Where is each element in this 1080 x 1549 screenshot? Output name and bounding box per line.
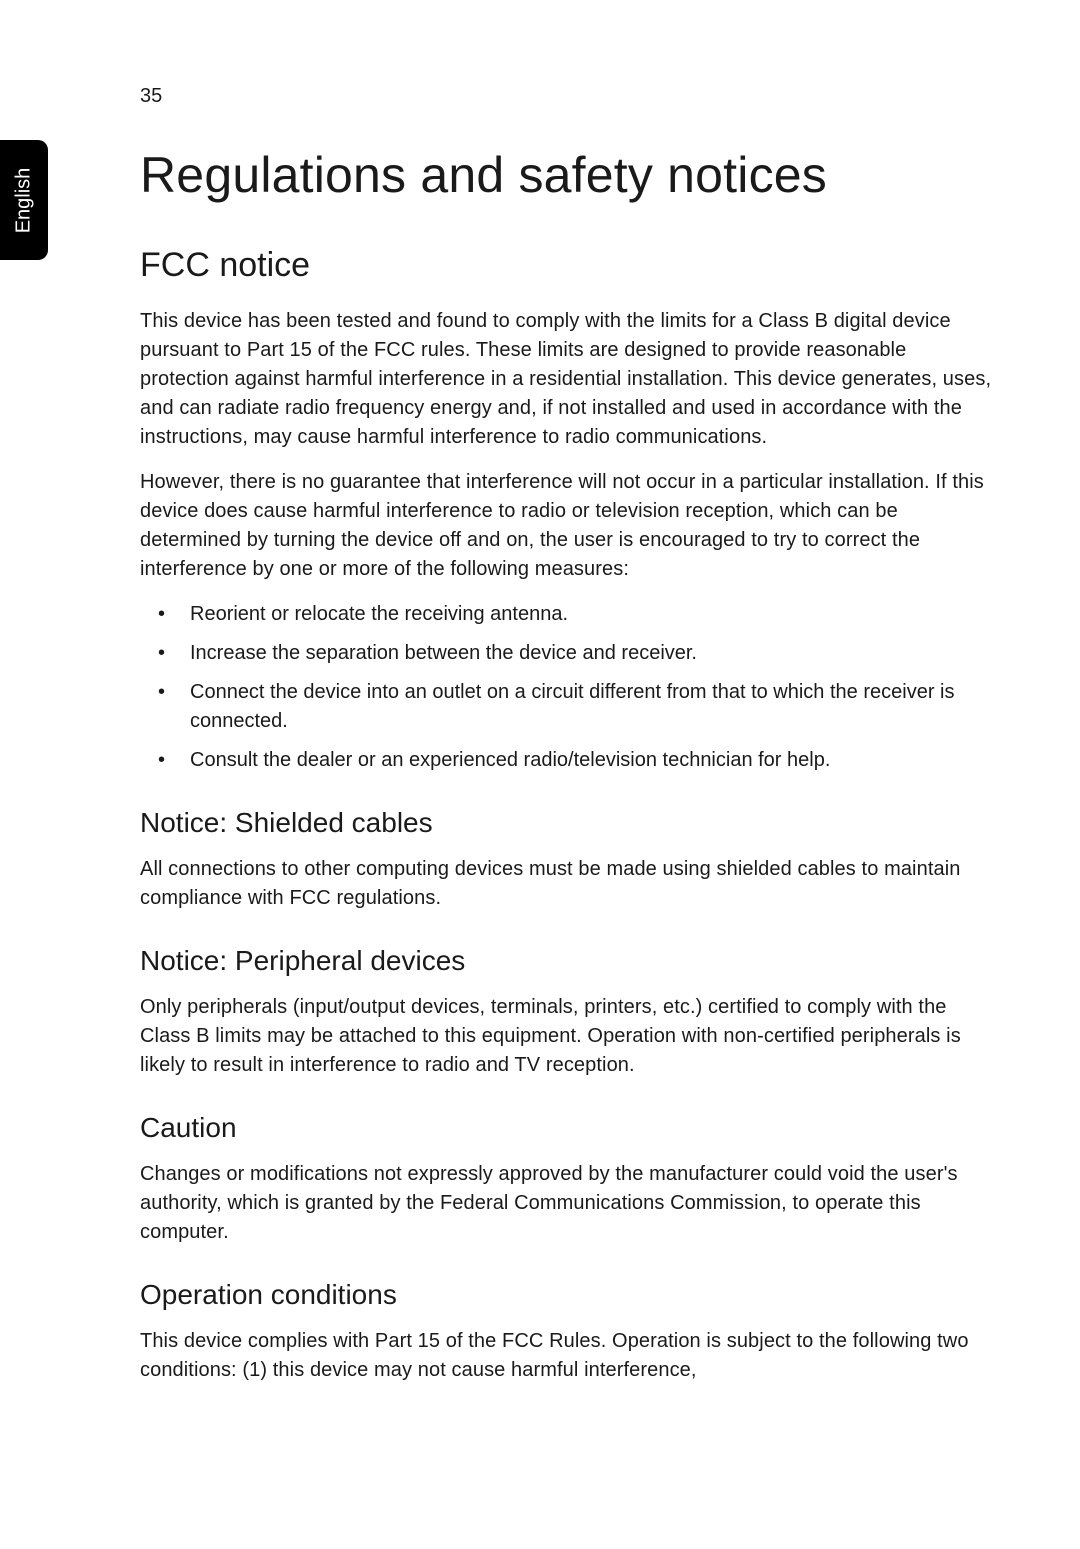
caution-heading: Caution [140,1112,1000,1144]
shielded-para: All connections to other computing devic… [140,855,1000,913]
page-number: 35 [140,85,1000,108]
fcc-para2: However, there is no guarantee that inte… [140,468,1000,584]
language-tab: English [0,140,48,260]
list-item: Increase the separation between the devi… [140,639,1000,668]
peripheral-heading: Notice: Peripheral devices [140,945,1000,977]
operation-heading: Operation conditions [140,1279,1000,1311]
fcc-bullet-list: Reorient or relocate the receiving anten… [140,600,1000,775]
caution-para: Changes or modifications not expressly a… [140,1160,1000,1247]
shielded-heading: Notice: Shielded cables [140,807,1000,839]
fcc-heading: FCC notice [140,246,1000,285]
fcc-para1: This device has been tested and found to… [140,307,1000,452]
list-item: Connect the device into an outlet on a c… [140,678,1000,736]
list-item: Consult the dealer or an experienced rad… [140,746,1000,775]
language-tab-label: English [13,167,36,233]
page-title: Regulations and safety notices [140,146,1000,204]
operation-para: This device complies with Part 15 of the… [140,1327,1000,1385]
peripheral-para: Only peripherals (input/output devices, … [140,993,1000,1080]
list-item: Reorient or relocate the receiving anten… [140,600,1000,629]
document-page: 35 Regulations and safety notices FCC no… [0,0,1080,1481]
